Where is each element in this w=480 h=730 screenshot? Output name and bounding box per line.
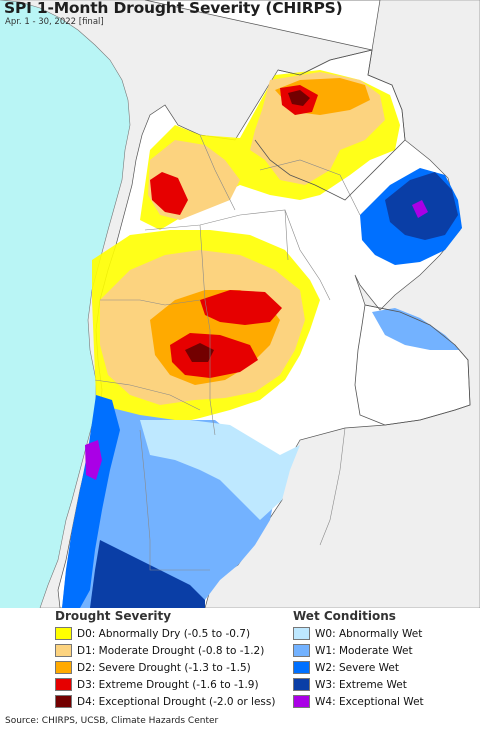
area-w0-south (140, 420, 300, 520)
map-subtitle: Apr. 1 - 30, 2022 [final] (5, 17, 104, 27)
area-w4-chile (85, 440, 102, 480)
legend-swatch-w4 (293, 695, 310, 708)
legend-label-w1: W1: Moderate Wet (315, 644, 413, 657)
legend-drought: Drought Severity D0: Abnormally Dry (-0.… (55, 608, 275, 710)
legend-item-d4: D4: Exceptional Drought (-2.0 or less) (55, 693, 275, 710)
area-d3-center-a (200, 290, 282, 325)
legend-swatch-w1 (293, 644, 310, 657)
legend-swatch-w3 (293, 678, 310, 691)
legend-wet-heading: Wet Conditions (293, 609, 396, 623)
legend-swatch-w2 (293, 661, 310, 674)
drought-map (0, 0, 480, 608)
legend-item-d0: D0: Abnormally Dry (-0.5 to -0.7) (55, 625, 255, 642)
legend-item-d2: D2: Severe Drought (-1.3 to -1.5) (55, 659, 255, 676)
legend-label-d3: D3: Extreme Drought (-1.6 to -1.9) (77, 678, 259, 691)
legend-item-w2: W2: Severe Wet (293, 659, 480, 676)
legend-item-w4: W4: Exceptional Wet (293, 693, 480, 710)
legend-label-d0: D0: Abnormally Dry (-0.5 to -0.7) (77, 627, 251, 640)
legend-wet: Wet Conditions W0: Abnormally Wet W1: Mo… (293, 608, 480, 710)
legend-label-d1: D1: Moderate Drought (-0.8 to -1.2) (77, 644, 265, 657)
legend-label-w2: W2: Severe Wet (315, 661, 399, 674)
legend-item-d3: D3: Extreme Drought (-1.6 to -1.9) (55, 676, 259, 693)
country-border-paraguay (254, 49, 406, 201)
legend-item-w1: W1: Moderate Wet (293, 642, 480, 659)
legend-swatch-d2 (55, 661, 72, 674)
area-w2-east (372, 308, 460, 350)
legend-label-w4: W4: Exceptional Wet (315, 695, 424, 708)
area-d4-center (185, 343, 214, 362)
area-d3-nw (150, 172, 188, 215)
legend-drought-heading: Drought Severity (55, 609, 172, 623)
legend-swatch-d4 (55, 695, 72, 708)
area-w3-south (90, 540, 205, 608)
country-border-east (354, 304, 471, 426)
legend-item-d1: D1: Moderate Drought (-0.8 to -1.2) (55, 642, 264, 659)
map-title: SPI 1-Month Drought Severity (CHIRPS) (4, 0, 343, 17)
area-d3-center-b (170, 333, 258, 378)
area-d4-north (288, 90, 310, 106)
area-w2-south (62, 395, 120, 608)
source-credit: Source: CHIRPS, UCSB, Climate Hazards Ce… (5, 716, 219, 726)
legend-item-w3: W3: Extreme Wet (293, 676, 480, 693)
legend-item-w0: W0: Abnormally Wet (293, 625, 480, 642)
drought-layers (62, 70, 462, 608)
legend-swatch-d0 (55, 627, 72, 640)
legend-label-d4: D4: Exceptional Drought (-2.0 or less) (77, 695, 276, 708)
legend-label-w0: W0: Abnormally Wet (315, 627, 423, 640)
legend-swatch-w0 (293, 627, 310, 640)
legend-swatch-d1 (55, 644, 72, 657)
legend-label-d2: D2: Severe Drought (-1.3 to -1.5) (77, 661, 251, 674)
area-w4-ne (412, 200, 428, 218)
legend-swatch-d3 (55, 678, 72, 691)
legend-label-w3: W3: Extreme Wet (315, 678, 407, 691)
